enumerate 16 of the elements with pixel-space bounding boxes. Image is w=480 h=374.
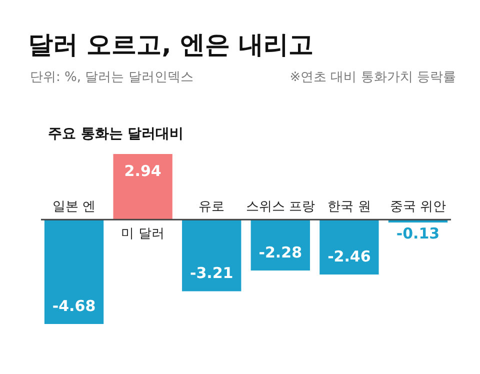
x-tick-label: 미 달러	[121, 226, 164, 242]
data-label: -2.46	[328, 247, 371, 266]
x-tick-label: 일본 엔	[52, 200, 96, 215]
data-label: -0.13	[396, 224, 440, 242]
data-label: -3.21	[190, 264, 234, 282]
text: ※연초 대비 통화가치 등락률	[290, 69, 456, 86]
data-label: -4.68	[52, 297, 96, 315]
chart-subtitle: 단위: %, 달러는 달러인덱스	[30, 69, 194, 86]
x-tick-label: 유로	[198, 200, 225, 215]
chart-title: 달러 오르고, 엔은 내리고	[28, 29, 314, 61]
data-label: -2.28	[258, 243, 302, 262]
text: 주요 통화는 달러대비	[48, 125, 184, 143]
data-label: 2.94	[124, 162, 162, 180]
x-tick-label: 스위스 프랑	[246, 200, 315, 215]
x-tick-label: 한국 원	[328, 200, 371, 215]
x-tick-label: 중국 위안	[390, 200, 446, 215]
